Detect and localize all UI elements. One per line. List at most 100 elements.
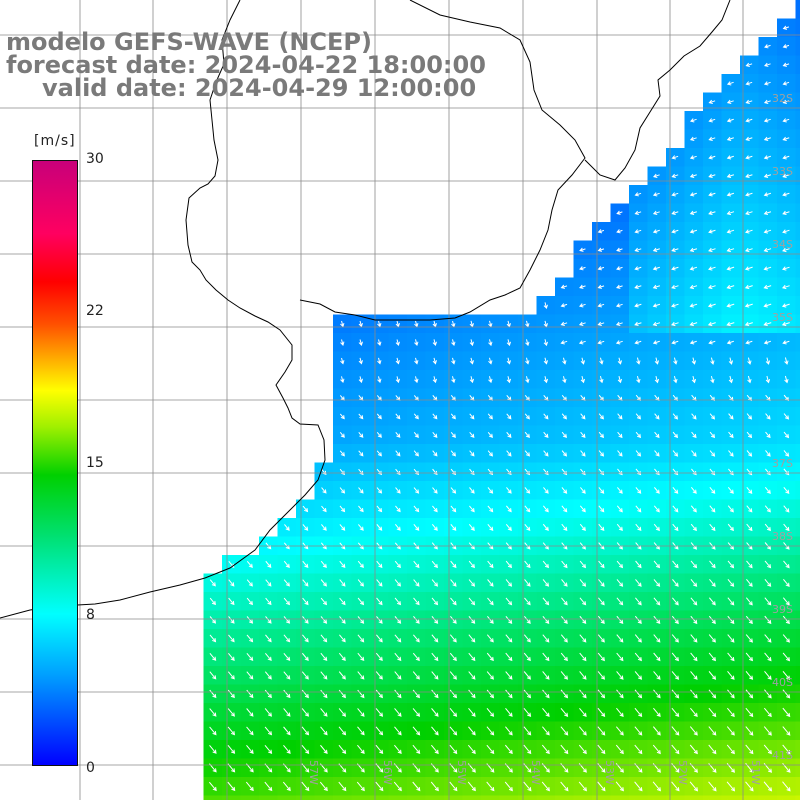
wind-arrow [689, 192, 697, 197]
wind-arrow [616, 579, 624, 587]
wind-arrow [764, 689, 772, 699]
wind-arrow [283, 616, 291, 624]
wind-arrow [727, 671, 735, 680]
wind-arrow [635, 413, 641, 420]
wind-arrow [432, 468, 438, 476]
wind-arrow [412, 708, 421, 717]
wind-cell [259, 795, 279, 800]
wind-arrow [561, 431, 567, 439]
wind-arrow [597, 229, 605, 234]
colorbar [32, 160, 78, 766]
wind-arrow [597, 340, 605, 345]
wind-arrow [432, 450, 438, 457]
coastline-north [584, 0, 731, 181]
wind-arrow [560, 634, 568, 643]
wind-arrow [283, 634, 291, 643]
wind-arrow [432, 339, 437, 347]
wind-arrow [598, 560, 605, 569]
wind-arrow [340, 357, 345, 365]
wind-cell [647, 795, 667, 800]
wind-arrow [617, 357, 623, 365]
wind-arrow [580, 487, 586, 494]
wind-arrow [468, 579, 476, 587]
wind-arrow [634, 247, 642, 252]
wind-arrow [357, 652, 365, 662]
wind-arrow [245, 781, 254, 792]
wind-arrow [321, 468, 327, 476]
latitude-label: 37S [772, 457, 793, 470]
wind-arrow [597, 634, 605, 643]
wind-arrow [653, 523, 660, 532]
wind-arrow [690, 487, 697, 494]
wind-arrow [469, 357, 474, 365]
wind-arrow [727, 634, 735, 643]
wind-arrow [487, 560, 494, 569]
wind-arrow [395, 505, 401, 513]
wind-arrow [781, 303, 790, 308]
wind-arrow [543, 413, 549, 420]
wind-arrow [690, 523, 697, 532]
wind-arrow [615, 744, 624, 755]
wind-cell [795, 388, 800, 408]
wind-arrow [726, 247, 735, 253]
wind-arrow [339, 487, 346, 494]
wind-arrow [710, 375, 715, 384]
wind-arrow [413, 487, 420, 494]
wind-arrow [745, 173, 753, 179]
wind-arrow [634, 726, 643, 736]
wind-arrow [763, 118, 771, 123]
wind-arrow [506, 357, 511, 365]
wind-arrow [523, 689, 532, 699]
wind-arrow [708, 615, 716, 625]
wind-arrow [579, 634, 587, 643]
wind-arrow [745, 81, 753, 86]
wind-arrow [615, 340, 623, 345]
wind-arrow [413, 431, 419, 438]
wind-arrow [340, 339, 345, 346]
wind-cell [573, 795, 593, 800]
wind-cell [795, 222, 800, 242]
wind-arrow [246, 671, 254, 680]
wind-arrow [673, 375, 678, 384]
wind-arrow [782, 62, 790, 67]
wind-arrow [690, 652, 698, 662]
wind-arrow [707, 303, 716, 308]
wind-arrow [634, 615, 642, 625]
wind-arrow [320, 616, 328, 624]
wind-cell [795, 314, 800, 334]
wind-arrow [376, 487, 383, 494]
wind-arrow [673, 357, 678, 365]
wind-cell [795, 240, 800, 260]
colorbar-tick-8: 8 [86, 607, 95, 623]
wind-arrow [763, 781, 773, 792]
wind-arrow [376, 432, 382, 438]
wind-arrow [432, 376, 437, 384]
wind-arrow [783, 431, 790, 439]
wind-arrow [672, 560, 679, 569]
wind-arrow [708, 781, 717, 792]
wind-arrow [560, 707, 569, 717]
wind-arrow [395, 450, 401, 457]
wind-arrow [209, 745, 217, 754]
wind-arrow [708, 247, 716, 253]
wind-arrow [375, 744, 384, 755]
wind-arrow [209, 597, 216, 606]
wind-arrow [746, 560, 753, 569]
wind-arrow [671, 303, 679, 308]
wind-cell [740, 795, 760, 800]
wind-arrow [782, 229, 790, 234]
wind-arrow [487, 413, 493, 420]
wind-arrow [431, 579, 439, 587]
wind-arrow [615, 321, 623, 326]
wind-arrow [690, 615, 698, 625]
wind-arrow [745, 707, 754, 718]
wind-arrow [709, 450, 716, 457]
wind-cell [795, 647, 800, 667]
wind-arrow [763, 247, 772, 253]
wind-arrow [709, 505, 716, 513]
wind-arrow [431, 689, 439, 699]
wind-arrow [524, 615, 531, 624]
wind-arrow [376, 524, 383, 531]
wind-arrow [764, 578, 772, 587]
wind-arrow [763, 744, 772, 755]
